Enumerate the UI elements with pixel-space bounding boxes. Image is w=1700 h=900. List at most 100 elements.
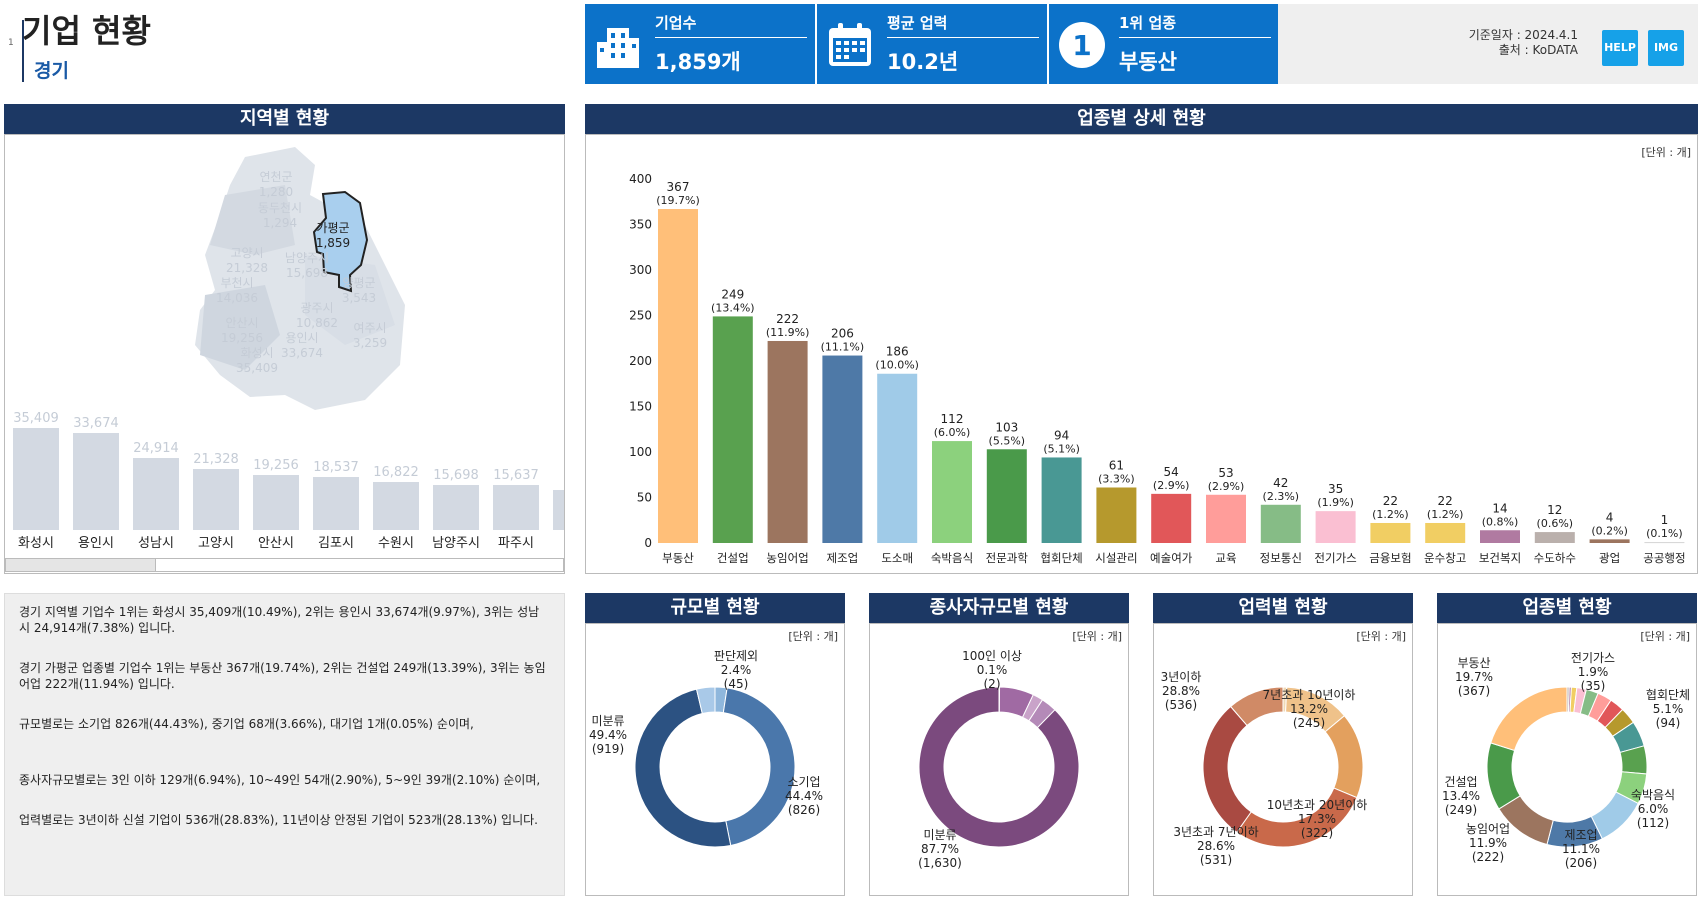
building-icon bbox=[597, 28, 639, 68]
meta-box: 기준일자 : 2024.4.1 출처 : KoDATA HELP IMG bbox=[1278, 4, 1698, 84]
bar-percent-label: (2.9%) bbox=[1153, 479, 1190, 492]
industry-bar[interactable] bbox=[1206, 494, 1246, 543]
bar-value-label: 103 bbox=[995, 420, 1018, 434]
bar-percent-label: (5.1%) bbox=[1043, 442, 1080, 455]
region-bar-value: 33,674 bbox=[73, 416, 119, 432]
industry-bar[interactable] bbox=[877, 373, 918, 543]
industry-bar[interactable] bbox=[712, 316, 753, 543]
size-panel-title: 규모별 현황 bbox=[585, 593, 845, 623]
bar-value-label: 42 bbox=[1273, 476, 1288, 490]
bar-percent-label: (2.9%) bbox=[1208, 480, 1245, 493]
donut-label: 3년이하 bbox=[1161, 670, 1202, 684]
donut-slice[interactable] bbox=[695, 686, 716, 715]
region-bar[interactable] bbox=[313, 476, 359, 530]
map-label: 양평군 bbox=[342, 276, 375, 290]
img-button[interactable]: IMG bbox=[1648, 30, 1684, 66]
industry-bar[interactable] bbox=[1370, 522, 1411, 543]
bar-value-label: 61 bbox=[1109, 458, 1124, 472]
bar-percent-label: (3.3%) bbox=[1098, 472, 1135, 485]
unit-label: [단위 : 개] bbox=[788, 630, 838, 643]
map-label: 3,259 bbox=[353, 336, 387, 350]
svg-text:1: 1 bbox=[1072, 29, 1091, 62]
industry-bar[interactable] bbox=[1534, 532, 1575, 543]
region-bar-label: 파주시 bbox=[498, 536, 534, 551]
industry-bar[interactable] bbox=[1096, 487, 1137, 543]
unit-label: [단위 : 개] bbox=[1072, 630, 1122, 643]
region-panel: 연천군 1,280 동두천시 1,294 가평군 1,859 고양시 21,32… bbox=[4, 134, 565, 574]
header-index: 1 bbox=[8, 38, 14, 48]
bar-percent-label: (1.9%) bbox=[1317, 496, 1354, 509]
x-tick-label: 농임어업 bbox=[766, 551, 808, 565]
y-tick-label: 100 bbox=[629, 445, 652, 459]
industry-bar[interactable] bbox=[1151, 493, 1192, 543]
donut-label: 0.1% bbox=[977, 663, 1008, 677]
kpi-label: 평균 업력 bbox=[887, 14, 948, 32]
x-tick-label: 건설업 bbox=[717, 551, 749, 565]
region-bar-value: 14 bbox=[546, 473, 564, 488]
region-bar-value: 24,914 bbox=[133, 441, 179, 457]
industry-bar[interactable] bbox=[767, 340, 808, 543]
map-label: 연천군 bbox=[259, 169, 292, 184]
industry-bar[interactable] bbox=[1589, 539, 1630, 543]
donut-label: (222) bbox=[1472, 850, 1504, 864]
donut-label: 13.2% bbox=[1290, 702, 1328, 716]
bar-percent-label: (11.9%) bbox=[766, 326, 810, 339]
industry-bar[interactable] bbox=[1425, 522, 1466, 543]
region-bar[interactable] bbox=[253, 474, 299, 530]
donut-slice[interactable] bbox=[918, 686, 1080, 848]
donut-label: (249) bbox=[1445, 803, 1477, 817]
gapyeong-region[interactable] bbox=[312, 190, 369, 293]
bar-value-label: 35 bbox=[1328, 482, 1343, 496]
donut-slice[interactable] bbox=[1490, 686, 1568, 752]
x-tick-label: 전기가스 bbox=[1314, 551, 1356, 565]
y-tick-label: 350 bbox=[629, 218, 652, 232]
x-tick-label: 전문과학 bbox=[986, 551, 1029, 565]
industry-bar[interactable] bbox=[658, 209, 698, 543]
donut-label: 협회단체 bbox=[1646, 688, 1690, 702]
help-button[interactable]: HELP bbox=[1602, 30, 1638, 66]
region-map[interactable]: 연천군 1,280 동두천시 1,294 가평군 1,859 고양시 21,32… bbox=[5, 135, 565, 435]
bar-percent-label: (1.2%) bbox=[1372, 508, 1409, 521]
donut-slice[interactable] bbox=[1324, 715, 1364, 799]
industry-bar[interactable] bbox=[986, 449, 1027, 543]
donut-label: 6.0% bbox=[1638, 802, 1669, 816]
industry-bar[interactable] bbox=[1315, 511, 1356, 543]
region-bar[interactable] bbox=[193, 468, 239, 530]
x-tick-label: 보건복지 bbox=[1479, 551, 1521, 565]
donut-slice[interactable] bbox=[722, 687, 796, 847]
kpi-company-count: 기업수 1,859개 bbox=[585, 4, 815, 84]
region-bar-value: 18,537 bbox=[313, 459, 359, 475]
region-bar[interactable] bbox=[133, 458, 179, 530]
ind-panel: [단위 : 개] 전기가스 1.9% (35) 협회단체 5.1% (94) 숙박음식 6.0… bbox=[1437, 623, 1697, 896]
donut-slice[interactable] bbox=[1202, 705, 1252, 833]
donut-label: 판단제외 bbox=[714, 649, 758, 663]
donut-label: 11.9% bbox=[1469, 836, 1507, 850]
industry-bar[interactable] bbox=[1260, 504, 1301, 543]
region-bar[interactable] bbox=[493, 485, 539, 530]
donut-slice[interactable] bbox=[634, 688, 732, 848]
industry-bar[interactable] bbox=[932, 441, 972, 543]
industry-bar[interactable] bbox=[1041, 457, 1082, 543]
region-panel-title: 지역별 현황 bbox=[4, 104, 565, 134]
donut-label: (45) bbox=[724, 677, 749, 691]
region-bar[interactable] bbox=[73, 433, 119, 530]
region-bar[interactable] bbox=[433, 484, 479, 530]
bar-value-label: 367 bbox=[667, 180, 690, 194]
donut-label: (206) bbox=[1565, 856, 1597, 870]
region-bar[interactable] bbox=[553, 489, 564, 530]
industry-bar[interactable] bbox=[1644, 542, 1685, 544]
donut-label: 2.4% bbox=[721, 663, 752, 677]
industry-bar[interactable] bbox=[1480, 530, 1520, 543]
industry-bar[interactable] bbox=[822, 355, 863, 543]
region-scrollbar[interactable] bbox=[5, 558, 564, 572]
donut-label: 소기업 bbox=[787, 775, 820, 789]
bar-value-label: 53 bbox=[1218, 466, 1233, 480]
scrollbar-thumb[interactable] bbox=[6, 559, 156, 571]
region-bar[interactable] bbox=[373, 481, 419, 530]
donut-slice[interactable] bbox=[1486, 742, 1521, 810]
y-tick-label: 150 bbox=[629, 400, 652, 414]
region-bar[interactable] bbox=[13, 428, 59, 530]
region-bar-value: 21,328 bbox=[193, 451, 239, 467]
donut-slice[interactable] bbox=[1229, 686, 1284, 727]
map-label: 21,328 bbox=[226, 261, 268, 275]
